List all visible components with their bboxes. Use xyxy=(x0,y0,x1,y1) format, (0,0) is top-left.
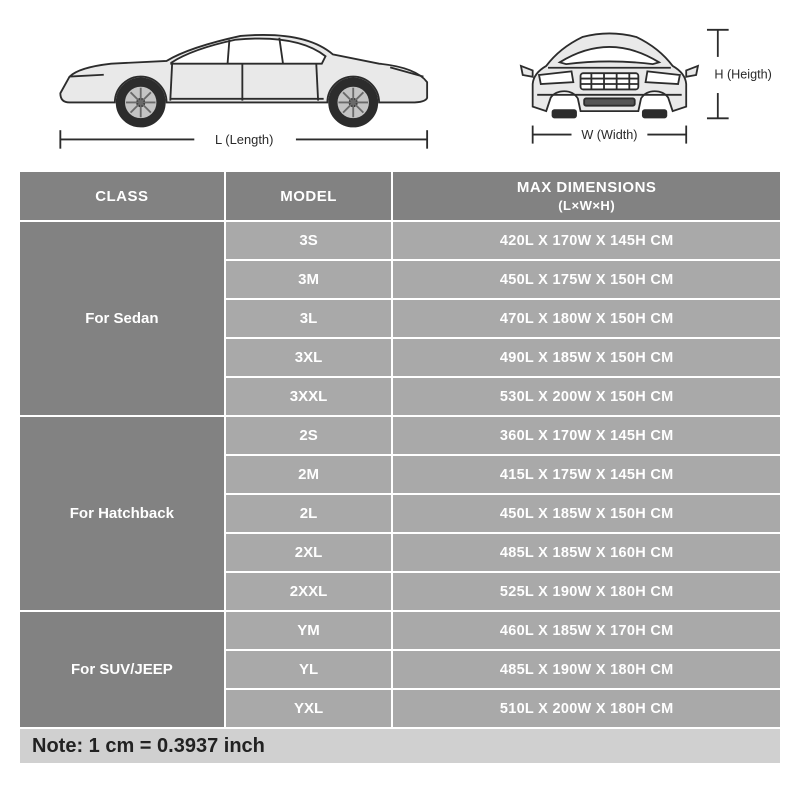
dimensions-cell: 460L X 185W X 170H CM xyxy=(392,611,781,650)
size-table-body: For Sedan3S420L X 170W X 145H CM3M450L X… xyxy=(19,221,781,764)
model-cell: 3L xyxy=(225,299,393,338)
model-cell: YXL xyxy=(225,689,393,728)
model-cell: YL xyxy=(225,650,393,689)
car-side-view: L (Length) xyxy=(28,9,453,164)
dim-header-main: MAX DIMENSIONS xyxy=(517,179,657,196)
table-row: For SUV/JEEPYM460L X 185W X 170H CM xyxy=(19,611,781,650)
dimensions-cell: 490L X 185W X 150H CM xyxy=(392,338,781,377)
model-cell: 2L xyxy=(225,494,393,533)
dimensions-cell: 470L X 180W X 150H CM xyxy=(392,299,781,338)
col-header-class: CLASS xyxy=(19,171,225,221)
dimensions-cell: 485L X 185W X 160H CM xyxy=(392,533,781,572)
table-row: For Sedan3S420L X 170W X 145H CM xyxy=(19,221,781,260)
col-header-dimensions: MAX DIMENSIONS (L×W×H) xyxy=(392,171,781,221)
model-cell: 3M xyxy=(225,260,393,299)
model-cell: 3S xyxy=(225,221,393,260)
class-cell: For Sedan xyxy=(19,221,225,416)
size-chart-container: L (Length) xyxy=(0,0,800,783)
dimensions-cell: 450L X 175W X 150H CM xyxy=(392,260,781,299)
model-cell: 2M xyxy=(225,455,393,494)
model-cell: 2S xyxy=(225,416,393,455)
col-header-model: MODEL xyxy=(225,171,393,221)
table-header-row: CLASS MODEL MAX DIMENSIONS (L×W×H) xyxy=(19,171,781,221)
car-diagrams: L (Length) xyxy=(18,10,782,170)
dimensions-cell: 450L X 185W X 150H CM xyxy=(392,494,781,533)
length-label: L (Length) xyxy=(215,132,273,147)
car-front-view: W (Width) H (Heigth) xyxy=(483,9,772,164)
table-row: For Hatchback2S360L X 170W X 145H CM xyxy=(19,416,781,455)
model-cell: YM xyxy=(225,611,393,650)
dimensions-cell: 525L X 190W X 180H CM xyxy=(392,572,781,611)
model-cell: 3XXL xyxy=(225,377,393,416)
dimensions-cell: 510L X 200W X 180H CM xyxy=(392,689,781,728)
dimensions-cell: 530L X 200W X 150H CM xyxy=(392,377,781,416)
class-cell: For SUV/JEEP xyxy=(19,611,225,728)
dimensions-cell: 360L X 170W X 145H CM xyxy=(392,416,781,455)
dim-header-sub: (L×W×H) xyxy=(393,198,780,213)
dimensions-cell: 485L X 190W X 180H CM xyxy=(392,650,781,689)
width-label: W (Width) xyxy=(581,128,637,142)
size-table: CLASS MODEL MAX DIMENSIONS (L×W×H) For S… xyxy=(18,170,782,765)
model-cell: 2XXL xyxy=(225,572,393,611)
note-row: Note: 1 cm = 0.3937 inch xyxy=(19,728,781,764)
note-cell: Note: 1 cm = 0.3937 inch xyxy=(19,728,781,764)
model-cell: 2XL xyxy=(225,533,393,572)
car-side-svg: L (Length) xyxy=(28,9,453,159)
dimensions-cell: 420L X 170W X 145H CM xyxy=(392,221,781,260)
car-front-svg: W (Width) H (Heigth) xyxy=(483,9,772,159)
class-cell: For Hatchback xyxy=(19,416,225,611)
height-label: H (Heigth) xyxy=(714,68,772,82)
dimensions-cell: 415L X 175W X 145H CM xyxy=(392,455,781,494)
model-cell: 3XL xyxy=(225,338,393,377)
